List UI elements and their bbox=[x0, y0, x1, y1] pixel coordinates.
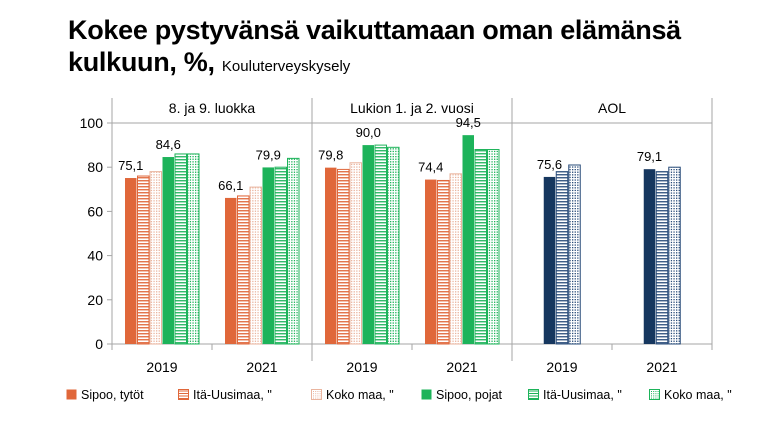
data-label: 94,5 bbox=[456, 115, 481, 130]
legend-label: Itä-Uusimaa, " bbox=[543, 388, 622, 402]
bar bbox=[225, 197, 237, 344]
bar bbox=[362, 145, 374, 344]
legend-item: Koko maa, " bbox=[311, 388, 394, 402]
chart-title: Kokee pystyvänsä vaikuttamaan oman elämä… bbox=[68, 14, 748, 83]
legend-label: Koko maa, " bbox=[326, 388, 394, 402]
bar bbox=[643, 169, 656, 344]
bar bbox=[474, 149, 487, 345]
legend-swatch bbox=[649, 389, 660, 400]
data-label: 90,0 bbox=[356, 125, 381, 140]
data-label: 74,4 bbox=[418, 160, 443, 175]
bar bbox=[287, 157, 300, 345]
bar bbox=[162, 157, 174, 344]
x-tick-label: 2019 bbox=[146, 359, 177, 375]
data-label: 75,1 bbox=[118, 158, 143, 173]
bar bbox=[249, 186, 262, 345]
title-line-2-text: kulkuun, %, bbox=[68, 47, 215, 77]
group-label: 8. ja 9. luokka bbox=[169, 100, 256, 116]
y-tick-label: 100 bbox=[80, 115, 104, 131]
title-line-2: kulkuun, %, Kouluterveyskysely bbox=[68, 46, 748, 83]
bar bbox=[668, 166, 681, 345]
bar bbox=[437, 179, 450, 345]
x-tick-label: 2021 bbox=[446, 359, 477, 375]
legend-item: Itä-Uusimaa, " bbox=[528, 388, 622, 402]
data-label: 79,9 bbox=[256, 147, 281, 162]
bar bbox=[555, 171, 569, 345]
legend-swatch bbox=[66, 389, 77, 400]
y-tick-label: 80 bbox=[87, 159, 103, 175]
bar bbox=[237, 195, 250, 345]
legend-swatch bbox=[528, 389, 539, 400]
bar bbox=[487, 149, 500, 345]
chart-subtitle: Kouluterveyskysely bbox=[221, 58, 351, 75]
data-label: 75,6 bbox=[537, 157, 562, 172]
group-label: AOL bbox=[598, 100, 626, 116]
bar bbox=[543, 176, 556, 344]
legend-item: Koko maa, " bbox=[649, 388, 732, 402]
y-tick-label: 60 bbox=[87, 203, 103, 219]
title-line-1: Kokee pystyvänsä vaikuttamaan oman elämä… bbox=[68, 15, 681, 45]
bar bbox=[274, 166, 287, 345]
bar bbox=[337, 168, 350, 345]
bar bbox=[568, 164, 581, 345]
bar bbox=[174, 153, 187, 345]
legend-label: Sipoo, tytöt bbox=[81, 388, 144, 402]
y-tick-label: 0 bbox=[95, 336, 103, 352]
y-tick-label: 40 bbox=[87, 248, 103, 264]
bar bbox=[325, 167, 337, 344]
x-tick-label: 2021 bbox=[246, 359, 277, 375]
legend-item: Sipoo, tytöt bbox=[66, 388, 144, 402]
legend-label: Sipoo, pojat bbox=[436, 388, 503, 402]
bar bbox=[655, 171, 669, 345]
legend-label: Itä-Uusimaa, " bbox=[193, 388, 272, 402]
legend-swatch bbox=[421, 389, 432, 400]
x-tick-label: 2019 bbox=[346, 359, 377, 375]
bar bbox=[387, 146, 400, 345]
x-tick-label: 2019 bbox=[546, 359, 577, 375]
legend-item: Itä-Uusimaa, " bbox=[178, 388, 272, 402]
legend-swatch bbox=[311, 389, 322, 400]
legend-label: Koko maa, " bbox=[664, 388, 732, 402]
data-label: 66,1 bbox=[218, 178, 243, 193]
bar bbox=[374, 144, 387, 345]
bar bbox=[149, 171, 162, 345]
data-label: 79,1 bbox=[637, 149, 662, 164]
bar bbox=[187, 153, 200, 345]
bar bbox=[462, 135, 474, 344]
bar bbox=[262, 167, 274, 344]
data-label: 84,6 bbox=[156, 137, 181, 152]
y-tick-label: 20 bbox=[87, 292, 103, 308]
bar bbox=[425, 179, 437, 344]
group-label: Lukion 1. ja 2. vuosi bbox=[350, 100, 474, 116]
legend-item: Sipoo, pojat bbox=[421, 388, 502, 402]
bar bbox=[137, 175, 150, 345]
legend-swatch bbox=[178, 389, 189, 400]
bar bbox=[349, 162, 362, 345]
x-tick-label: 2021 bbox=[646, 359, 677, 375]
bar bbox=[449, 173, 462, 345]
plot-area bbox=[111, 122, 713, 345]
bar bbox=[125, 178, 137, 344]
data-label: 79,8 bbox=[318, 148, 343, 163]
